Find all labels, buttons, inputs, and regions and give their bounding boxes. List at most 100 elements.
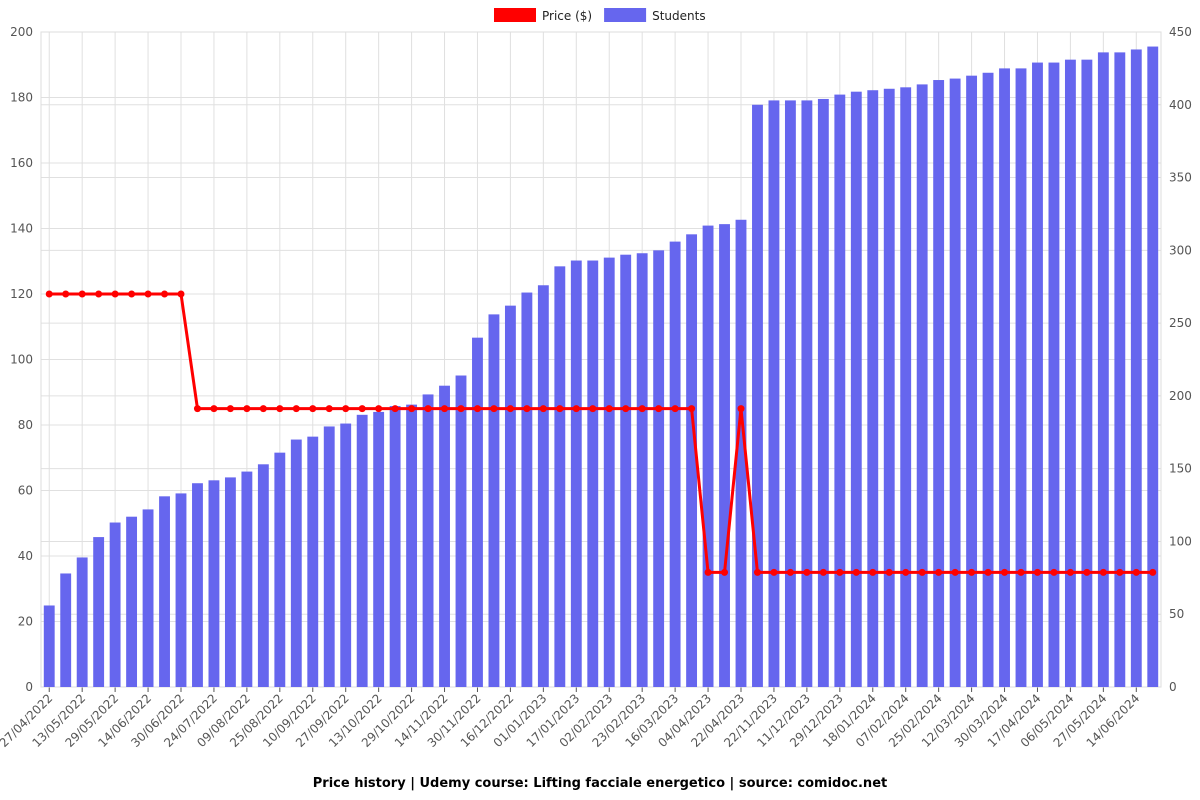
bar <box>735 219 747 687</box>
bar <box>43 605 55 687</box>
price-point <box>968 568 976 576</box>
price-point <box>589 405 597 413</box>
bar <box>159 496 170 687</box>
bar <box>933 80 945 688</box>
price-point <box>391 405 399 413</box>
bar <box>274 452 286 687</box>
bar <box>883 88 895 688</box>
bar <box>702 225 714 688</box>
bar <box>537 285 549 687</box>
bar <box>455 375 467 687</box>
price-point <box>1132 568 1140 576</box>
bar <box>1147 46 1159 688</box>
price-point <box>144 290 152 298</box>
price-point <box>819 568 827 576</box>
bar <box>1048 62 1060 688</box>
y-tick-label: 0 <box>25 680 33 694</box>
price-point <box>935 568 943 576</box>
price-point <box>78 290 86 298</box>
bar <box>653 250 665 688</box>
price-point <box>688 405 696 413</box>
price-point <box>671 405 679 413</box>
price-point <box>770 568 778 576</box>
bar <box>224 477 236 687</box>
price-point <box>753 568 761 576</box>
bar <box>422 394 434 687</box>
bar <box>290 439 302 687</box>
bar <box>949 78 961 688</box>
bar <box>554 266 566 687</box>
bar <box>1015 68 1027 687</box>
price-point <box>523 405 531 413</box>
bar <box>570 260 582 687</box>
y2-tick-label: 400 <box>1169 98 1192 112</box>
price-point <box>902 568 910 576</box>
bar <box>620 254 632 687</box>
bar <box>323 426 335 687</box>
price-point <box>1050 568 1058 576</box>
y-tick-label: 120 <box>10 287 33 301</box>
y-tick-label: 40 <box>18 549 33 563</box>
price-point <box>556 405 564 413</box>
bar <box>768 100 780 687</box>
bar <box>340 423 352 687</box>
bar <box>307 436 319 687</box>
legend-label: Price ($) <box>542 9 592 23</box>
bar <box>76 557 88 687</box>
bar <box>1097 52 1109 687</box>
bar <box>587 260 599 687</box>
price-point <box>259 405 267 413</box>
bar <box>504 305 516 687</box>
price-point <box>128 290 136 298</box>
price-point <box>193 405 201 413</box>
bar <box>142 509 154 687</box>
y2-tick-label: 50 <box>1169 607 1184 621</box>
price-point <box>605 405 613 413</box>
price-point <box>424 405 432 413</box>
y-tick-label: 80 <box>18 418 33 432</box>
y-tick-label: 60 <box>18 484 33 498</box>
price-point <box>1116 568 1124 576</box>
bar <box>1114 52 1126 687</box>
price-point <box>1149 568 1157 576</box>
y2-tick-label: 250 <box>1169 316 1192 330</box>
legend-swatch <box>604 8 647 22</box>
legend-swatch <box>494 8 536 22</box>
bar <box>406 404 418 687</box>
y-tick-label: 140 <box>10 222 33 236</box>
bar <box>999 68 1010 687</box>
bar <box>916 84 928 687</box>
price-point <box>836 568 844 576</box>
price-point <box>276 405 284 413</box>
price-point <box>457 405 465 413</box>
bar <box>834 94 846 688</box>
y2-tick-label: 450 <box>1169 25 1192 39</box>
price-point <box>869 568 877 576</box>
price-point <box>358 405 366 413</box>
bar <box>60 573 72 687</box>
bar <box>241 471 253 687</box>
price-point <box>1099 568 1107 576</box>
price-point <box>490 405 498 413</box>
bar <box>982 72 994 687</box>
price-point <box>885 568 893 576</box>
price-point <box>210 405 218 413</box>
bar <box>784 100 796 687</box>
bar <box>521 292 533 687</box>
price-point <box>111 290 119 298</box>
price-point <box>572 405 580 413</box>
price-point <box>704 568 712 576</box>
price-point <box>473 405 481 413</box>
bar <box>817 98 829 687</box>
price-point <box>655 405 663 413</box>
bar <box>488 314 500 687</box>
y2-tick-label: 0 <box>1169 680 1177 694</box>
price-point <box>852 568 860 576</box>
chart-title: Price history | Udemy course: Lifting fa… <box>313 776 887 791</box>
price-point <box>622 405 630 413</box>
y2-tick-label: 100 <box>1169 534 1192 548</box>
bar <box>867 90 879 687</box>
price-point <box>177 290 185 298</box>
price-point <box>441 405 449 413</box>
bar <box>1130 49 1142 687</box>
